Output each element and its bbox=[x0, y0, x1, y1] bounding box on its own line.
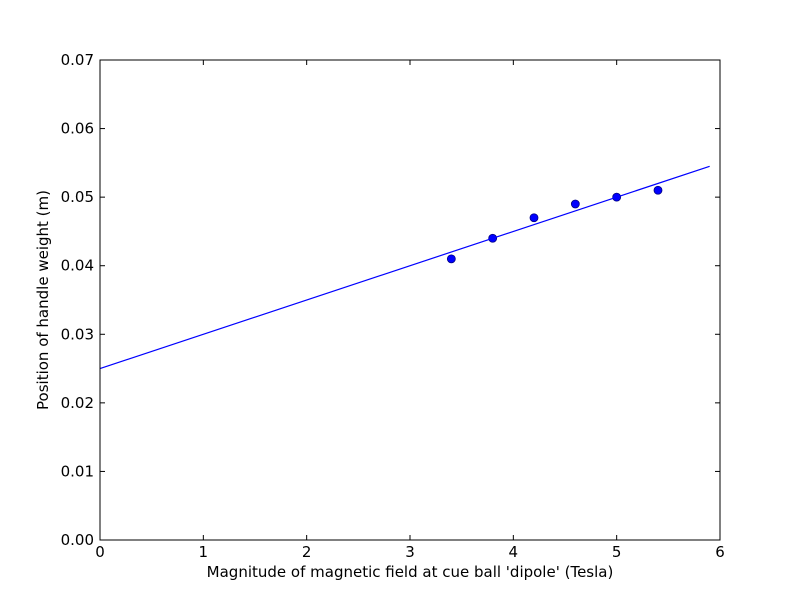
y-axis-label: Position of handle weight (m) bbox=[34, 190, 52, 410]
y-tick-label: 0.07 bbox=[61, 51, 94, 69]
data-point bbox=[446, 254, 456, 264]
y-tick-label: 0.04 bbox=[61, 257, 94, 275]
fit-line bbox=[99, 165, 710, 370]
plot-area-background bbox=[100, 60, 720, 540]
x-axis-label: Magnitude of magnetic field at cue ball … bbox=[207, 563, 614, 581]
data-marks bbox=[99, 165, 710, 370]
x-tick-label: 2 bbox=[302, 543, 312, 561]
data-point bbox=[529, 213, 539, 223]
y-tick-label: 0.00 bbox=[61, 531, 94, 549]
x-tick-label: 6 bbox=[715, 543, 725, 561]
axis-ticks: 0 1 2 3 4 5 6 0.00 0.01 0.02 0.03 0.04 0.05 0.06 0.07 bbox=[61, 51, 725, 561]
x-tick-label: 4 bbox=[509, 543, 519, 561]
x-tick-label: 1 bbox=[199, 543, 209, 561]
y-tick-label: 0.06 bbox=[61, 120, 94, 138]
y-tick-label: 0.03 bbox=[61, 325, 94, 343]
plot-area-frame bbox=[99, 59, 721, 541]
data-point bbox=[653, 185, 663, 195]
y-tick-label: 0.02 bbox=[61, 394, 94, 412]
x-tick-label: 5 bbox=[612, 543, 622, 561]
data-point bbox=[570, 199, 580, 209]
y-tick-label: 0.01 bbox=[61, 462, 94, 480]
y-tick-label: 0.05 bbox=[61, 188, 94, 206]
x-tick-label: 0 bbox=[95, 543, 105, 561]
x-tick-label: 3 bbox=[405, 543, 415, 561]
